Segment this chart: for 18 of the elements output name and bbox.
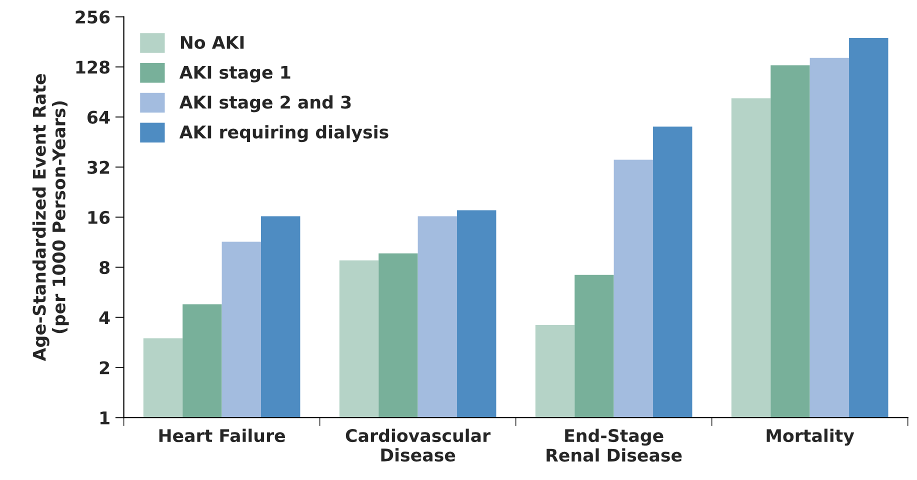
x-tick-label: End-Stage Renal Disease xyxy=(546,428,682,462)
y-tick-label: 128 xyxy=(76,60,110,74)
y-tick-label: 1 xyxy=(100,412,110,424)
legend-label: AKI requiring dialysis xyxy=(179,125,388,142)
legend-label: AKI stage 2 and 3 xyxy=(179,95,351,112)
x-tick-label: Mortality xyxy=(766,428,854,446)
legend-label: AKI stage 1 xyxy=(179,66,290,82)
y-tick-label: 256 xyxy=(76,10,110,24)
y-tick-label: 8 xyxy=(100,261,110,274)
x-tick-label: Cardiovascular Disease xyxy=(346,428,491,462)
y-tick-label: 32 xyxy=(88,160,110,174)
y-tick-label: 16 xyxy=(88,210,110,224)
y-tick-label: 64 xyxy=(88,110,110,124)
x-tick-label: Heart Failure xyxy=(159,428,285,442)
y-tick-label: 4 xyxy=(99,311,110,324)
y-axis-title: Age-Standardized Event Rate (per 1000 Person-Years) xyxy=(32,74,69,362)
legend-label: No AKI xyxy=(180,36,244,49)
y-tick-label: 2 xyxy=(100,361,110,374)
